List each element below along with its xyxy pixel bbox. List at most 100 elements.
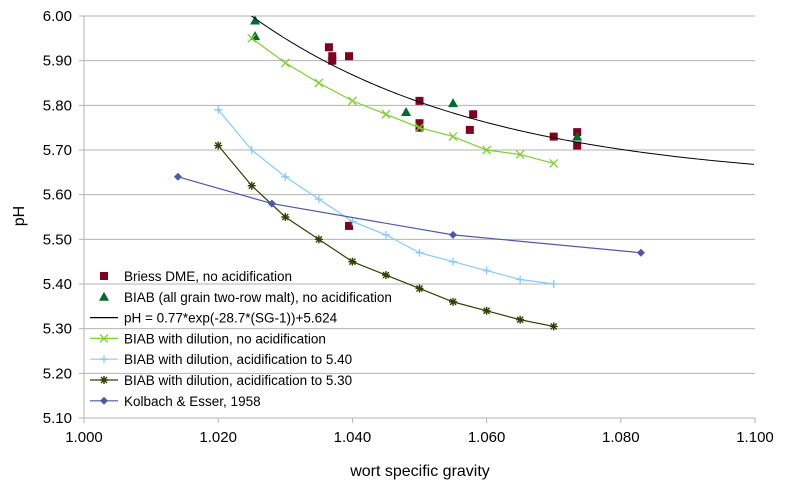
- legend-label: BIAB (all grain two-row malt), no acidif…: [124, 290, 392, 305]
- series-3: [247, 33, 559, 168]
- legend-item: pH = 0.77*exp(-28.7*(SG-1))+5.624: [90, 311, 338, 326]
- y-tick-label: 5.10: [43, 410, 72, 427]
- data-point: [516, 315, 525, 324]
- data-point: [469, 110, 478, 119]
- data-point: [482, 306, 491, 315]
- y-axis-title: pH: [11, 206, 28, 226]
- data-point: [328, 56, 337, 65]
- data-point: [449, 297, 458, 306]
- grid-lines: [79, 15, 756, 423]
- data-point: [280, 58, 290, 68]
- data-point: [482, 266, 491, 275]
- data-point: [247, 33, 257, 43]
- data-point: [636, 248, 645, 257]
- y-tick-label: 5.70: [43, 142, 72, 159]
- y-tick-label: 5.80: [43, 97, 72, 114]
- x-tick-label: 1.100: [736, 429, 774, 446]
- series-line: [251, 37, 554, 164]
- y-tick-label: 5.30: [43, 321, 72, 338]
- x-tick-label: 1.020: [199, 429, 237, 446]
- legend-label: Briess DME, no acidification: [124, 269, 292, 284]
- data-point: [515, 150, 525, 159]
- data-point: [415, 123, 424, 133]
- legend-item: Briess DME, no acidification: [100, 269, 292, 284]
- x-axis-title: wort specific gravity: [349, 463, 490, 480]
- data-point: [449, 257, 458, 266]
- legend-label: BIAB with dilution, no acidification: [124, 331, 326, 346]
- data-point: [348, 217, 357, 226]
- y-tick-label: 5.40: [43, 276, 72, 293]
- data-point: [381, 230, 390, 239]
- legend-item: BIAB (all grain two-row malt), no acidif…: [99, 290, 392, 305]
- legend-marker: [99, 333, 109, 343]
- data-point: [173, 172, 182, 181]
- data-point: [573, 141, 582, 150]
- y-tick-label: 5.60: [43, 187, 72, 204]
- data-point: [347, 96, 357, 106]
- data-point: [401, 107, 412, 117]
- data-point: [281, 172, 290, 181]
- data-point: [465, 125, 474, 134]
- data-point: [247, 181, 256, 190]
- data-point: [214, 105, 223, 114]
- legend: Briess DME, no acidification BIAB (all gr…: [90, 269, 392, 409]
- x-tick-label: 1.040: [334, 429, 372, 446]
- series-4: [214, 105, 558, 288]
- data-point: [549, 158, 559, 168]
- data-point: [345, 52, 354, 61]
- legend-label: BIAB with dilution, acidification to 5.4…: [124, 352, 352, 367]
- legend-label: pH = 0.77*exp(-28.7*(SG-1))+5.624: [124, 311, 338, 326]
- legend-item: BIAB with dilution, acidification to 5.4…: [90, 352, 352, 367]
- legend-label: BIAB with dilution, acidification to 5.3…: [124, 373, 352, 388]
- data-point: [381, 271, 390, 280]
- data-point: [448, 98, 459, 108]
- data-point: [314, 195, 323, 204]
- data-point: [267, 199, 276, 208]
- y-tick-label: 5.50: [43, 231, 72, 248]
- x-tick-label: 1.080: [602, 429, 640, 446]
- data-point: [345, 221, 354, 230]
- series-line: [177, 176, 641, 254]
- x-tick-label: 1.060: [468, 429, 506, 446]
- legend-item: BIAB with dilution, no acidification: [90, 331, 326, 346]
- data-point: [348, 257, 357, 266]
- legend-marker: [99, 291, 109, 301]
- y-tick-labels: 5.10 5.20 5.30 5.40 5.50 5.60 5.70 5.80 5.90 6.00: [43, 8, 72, 427]
- legend-item: BIAB with dilution, acidification to 5.3…: [90, 373, 352, 388]
- data-point: [572, 131, 583, 141]
- data-point: [247, 146, 256, 154]
- legend-marker: [100, 376, 108, 384]
- series-2: [250, 16, 755, 165]
- data-point: [549, 322, 558, 331]
- data-point: [415, 284, 424, 293]
- data-point: [250, 15, 261, 25]
- y-tick-label: 6.00: [43, 8, 72, 25]
- plot-area: [173, 15, 755, 331]
- data-point: [415, 96, 424, 105]
- y-tick-label: 5.90: [43, 53, 72, 70]
- data-point: [549, 132, 558, 141]
- data-point: [415, 248, 424, 257]
- fit-curve-line: [250, 16, 755, 165]
- legend-label: Kolbach & Esser, 1958: [124, 394, 261, 409]
- data-point: [448, 132, 458, 142]
- data-point: [324, 43, 333, 52]
- data-point: [214, 141, 223, 150]
- data-point: [516, 275, 525, 284]
- legend-item: Kolbach & Esser, 1958: [90, 394, 261, 409]
- data-point: [314, 78, 324, 88]
- data-point: [381, 109, 391, 119]
- legend-marker: [100, 272, 108, 280]
- legend-marker: [100, 355, 108, 364]
- data-point: [549, 280, 558, 288]
- series-5: [214, 141, 558, 331]
- x-tick-labels: 1.000 1.020 1.040 1.060 1.080 1.100: [65, 429, 774, 446]
- data-point: [281, 213, 290, 221]
- data-point: [415, 119, 424, 128]
- data-point: [314, 235, 323, 244]
- y-tick-label: 5.20: [43, 365, 72, 382]
- data-point: [449, 230, 458, 239]
- series-6: [173, 172, 645, 257]
- data-point: [482, 145, 492, 155]
